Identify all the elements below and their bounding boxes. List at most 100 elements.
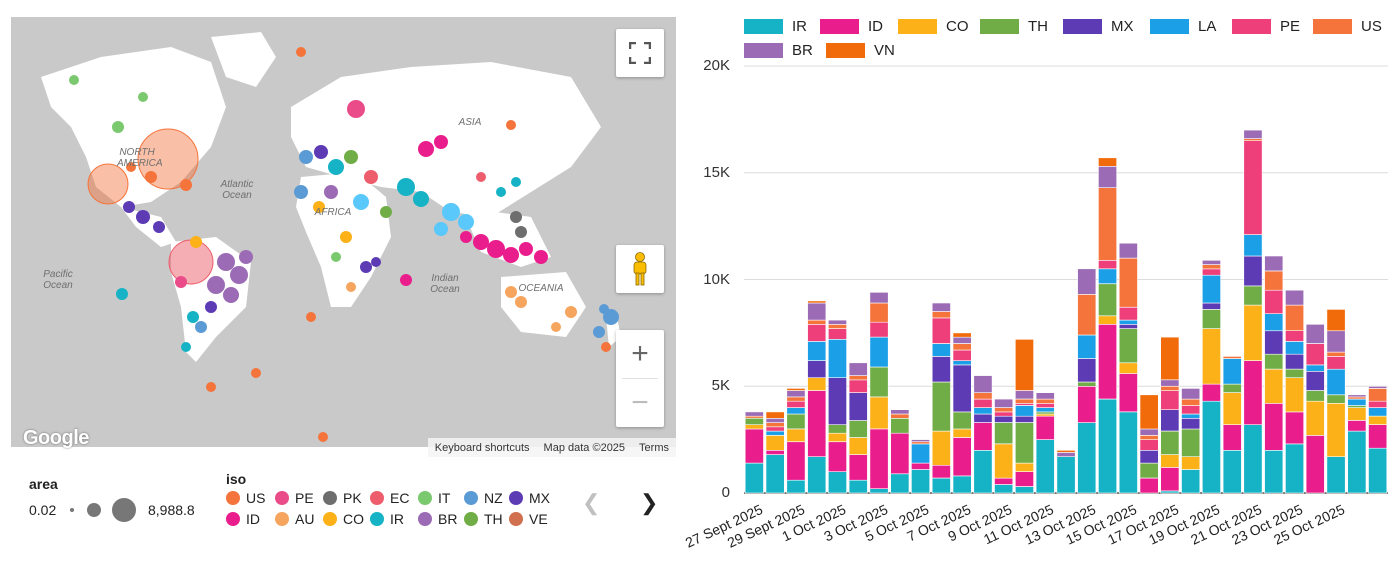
bar-segment-la[interactable] — [911, 443, 931, 464]
legend-next-button[interactable]: ❯ — [640, 490, 658, 516]
bar-segment-us[interactable] — [1264, 270, 1284, 291]
bar-segment-br[interactable] — [931, 302, 951, 312]
bar-segment-br[interactable] — [827, 319, 847, 325]
pegman-button[interactable] — [616, 245, 664, 293]
bar-segment-th[interactable] — [869, 366, 889, 398]
bar-segment-co[interactable] — [1222, 392, 1242, 426]
bar-segment-id[interactable] — [1118, 373, 1138, 413]
iso-legend-item-ec[interactable]: EC — [370, 490, 409, 506]
bubble-pk[interactable] — [510, 211, 522, 223]
bar-segment-co[interactable] — [1160, 454, 1180, 468]
bar-segment-id[interactable] — [1202, 383, 1221, 402]
bubble-ir[interactable] — [442, 203, 460, 221]
bar-segment-id[interactable] — [1014, 471, 1034, 487]
bar-segment-br[interactable] — [1181, 388, 1201, 400]
bar-segment-ir[interactable] — [1222, 449, 1242, 494]
chart-legend-item-us[interactable]: US — [1313, 18, 1382, 35]
bar-segment-id[interactable] — [744, 428, 764, 464]
bar-segment-id[interactable] — [1243, 360, 1263, 426]
chart-legend-item-vn[interactable]: VN — [826, 42, 895, 59]
bar-segment-th[interactable] — [1098, 283, 1118, 317]
bar-segment-id[interactable] — [786, 441, 806, 481]
iso-legend-item-nz[interactable]: NZ — [464, 490, 503, 506]
bubble-id[interactable] — [519, 242, 533, 256]
bubble-us[interactable] — [506, 120, 516, 130]
bar-segment-br[interactable] — [744, 411, 764, 417]
bubble-ir[interactable] — [328, 159, 344, 175]
bar-segment-br[interactable] — [994, 398, 1014, 408]
legend-prev-button[interactable]: ❮ — [582, 490, 600, 516]
bubble-ir[interactable] — [434, 222, 448, 236]
bar-segment-mx[interactable] — [827, 377, 847, 426]
bar-segment-id[interactable] — [807, 390, 827, 457]
bar-segment-mx[interactable] — [1118, 323, 1138, 329]
bar-segment-br[interactable] — [890, 409, 910, 415]
bar-segment-br[interactable] — [765, 417, 785, 423]
bar-segment-vn[interactable] — [1098, 157, 1118, 167]
bar-segment-us[interactable] — [1139, 435, 1159, 440]
bubble-us[interactable] — [180, 179, 192, 191]
bar-segment-ir[interactable] — [786, 479, 806, 494]
bubble-it[interactable] — [331, 252, 341, 262]
bar-segment-la[interactable] — [973, 407, 993, 415]
bar-segment-co[interactable] — [1098, 315, 1118, 325]
bar-segment-pe[interactable] — [1305, 343, 1325, 366]
bubble-ir[interactable] — [458, 214, 474, 230]
chart-legend-item-la[interactable]: LA — [1150, 18, 1216, 35]
bar-segment-pe[interactable] — [1139, 439, 1159, 451]
bar-segment-ir[interactable] — [869, 488, 889, 494]
bar-segment-la[interactable] — [1014, 405, 1034, 417]
bar-segment-ir[interactable] — [952, 475, 972, 494]
bar-segment-br[interactable] — [1014, 390, 1034, 400]
bar-segment-ir[interactable] — [1118, 411, 1138, 494]
bar-segment-us[interactable] — [827, 323, 847, 329]
bar-segment-th[interactable] — [1305, 390, 1325, 402]
bar-segment-br[interactable] — [1305, 323, 1325, 344]
bar-segment-id[interactable] — [1264, 402, 1284, 451]
bar-segment-us[interactable] — [931, 311, 951, 319]
bar-segment-us[interactable] — [1035, 398, 1055, 404]
bubble-au[interactable] — [505, 286, 517, 298]
bar-segment-br[interactable] — [1202, 259, 1221, 265]
bar-segment-ir[interactable] — [890, 473, 910, 494]
bar-segment-id[interactable] — [994, 477, 1014, 485]
bar-segment-la[interactable] — [1285, 341, 1305, 355]
bubble-ir[interactable] — [496, 187, 506, 197]
bar-segment-la[interactable] — [1243, 234, 1263, 257]
bubble-ir[interactable] — [397, 178, 415, 196]
bar-segment-vn[interactable] — [1326, 309, 1346, 332]
bar-segment-id[interactable] — [973, 422, 993, 451]
bubble-us[interactable] — [145, 171, 157, 183]
bar-segment-th[interactable] — [890, 417, 910, 434]
bar-segment-ir[interactable] — [827, 471, 847, 494]
bar-segment-us[interactable] — [1181, 398, 1201, 406]
bar-segment-co[interactable] — [931, 430, 951, 466]
bar-segment-th[interactable] — [1077, 381, 1097, 387]
chart-legend-item-mx[interactable]: MX — [1063, 18, 1134, 35]
bubble-nz[interactable] — [599, 304, 609, 314]
bubble-us[interactable] — [601, 342, 611, 352]
bubble-mx[interactable] — [153, 221, 165, 233]
bar-segment-la[interactable] — [786, 407, 806, 415]
bar-segment-th[interactable] — [744, 417, 764, 425]
bar-segment-co[interactable] — [848, 437, 868, 455]
bar-segment-id[interactable] — [869, 428, 889, 489]
bar-segment-la[interactable] — [1181, 413, 1201, 419]
bar-segment-ir[interactable] — [1326, 456, 1346, 494]
bar-segment-th[interactable] — [1285, 368, 1305, 379]
bubble-mx[interactable] — [123, 201, 135, 213]
bar-segment-mx[interactable] — [1160, 409, 1180, 432]
bubble-ir[interactable] — [353, 194, 369, 210]
bar-segment-th[interactable] — [1326, 394, 1346, 404]
bubble-pe[interactable] — [434, 135, 448, 149]
bar-segment-th[interactable] — [1202, 309, 1221, 329]
bubble-co[interactable] — [190, 236, 202, 248]
bar-segment-ir[interactable] — [765, 454, 785, 494]
bar-segment-th[interactable] — [1264, 353, 1284, 370]
zoom-out-button[interactable]: − — [631, 386, 649, 419]
bar-segment-us[interactable] — [1368, 388, 1388, 402]
bubble-us[interactable] — [318, 432, 328, 442]
bar-segment-co[interactable] — [1181, 456, 1201, 470]
bubble-th[interactable] — [344, 150, 358, 164]
iso-legend-item-br[interactable]: BR — [418, 511, 457, 527]
